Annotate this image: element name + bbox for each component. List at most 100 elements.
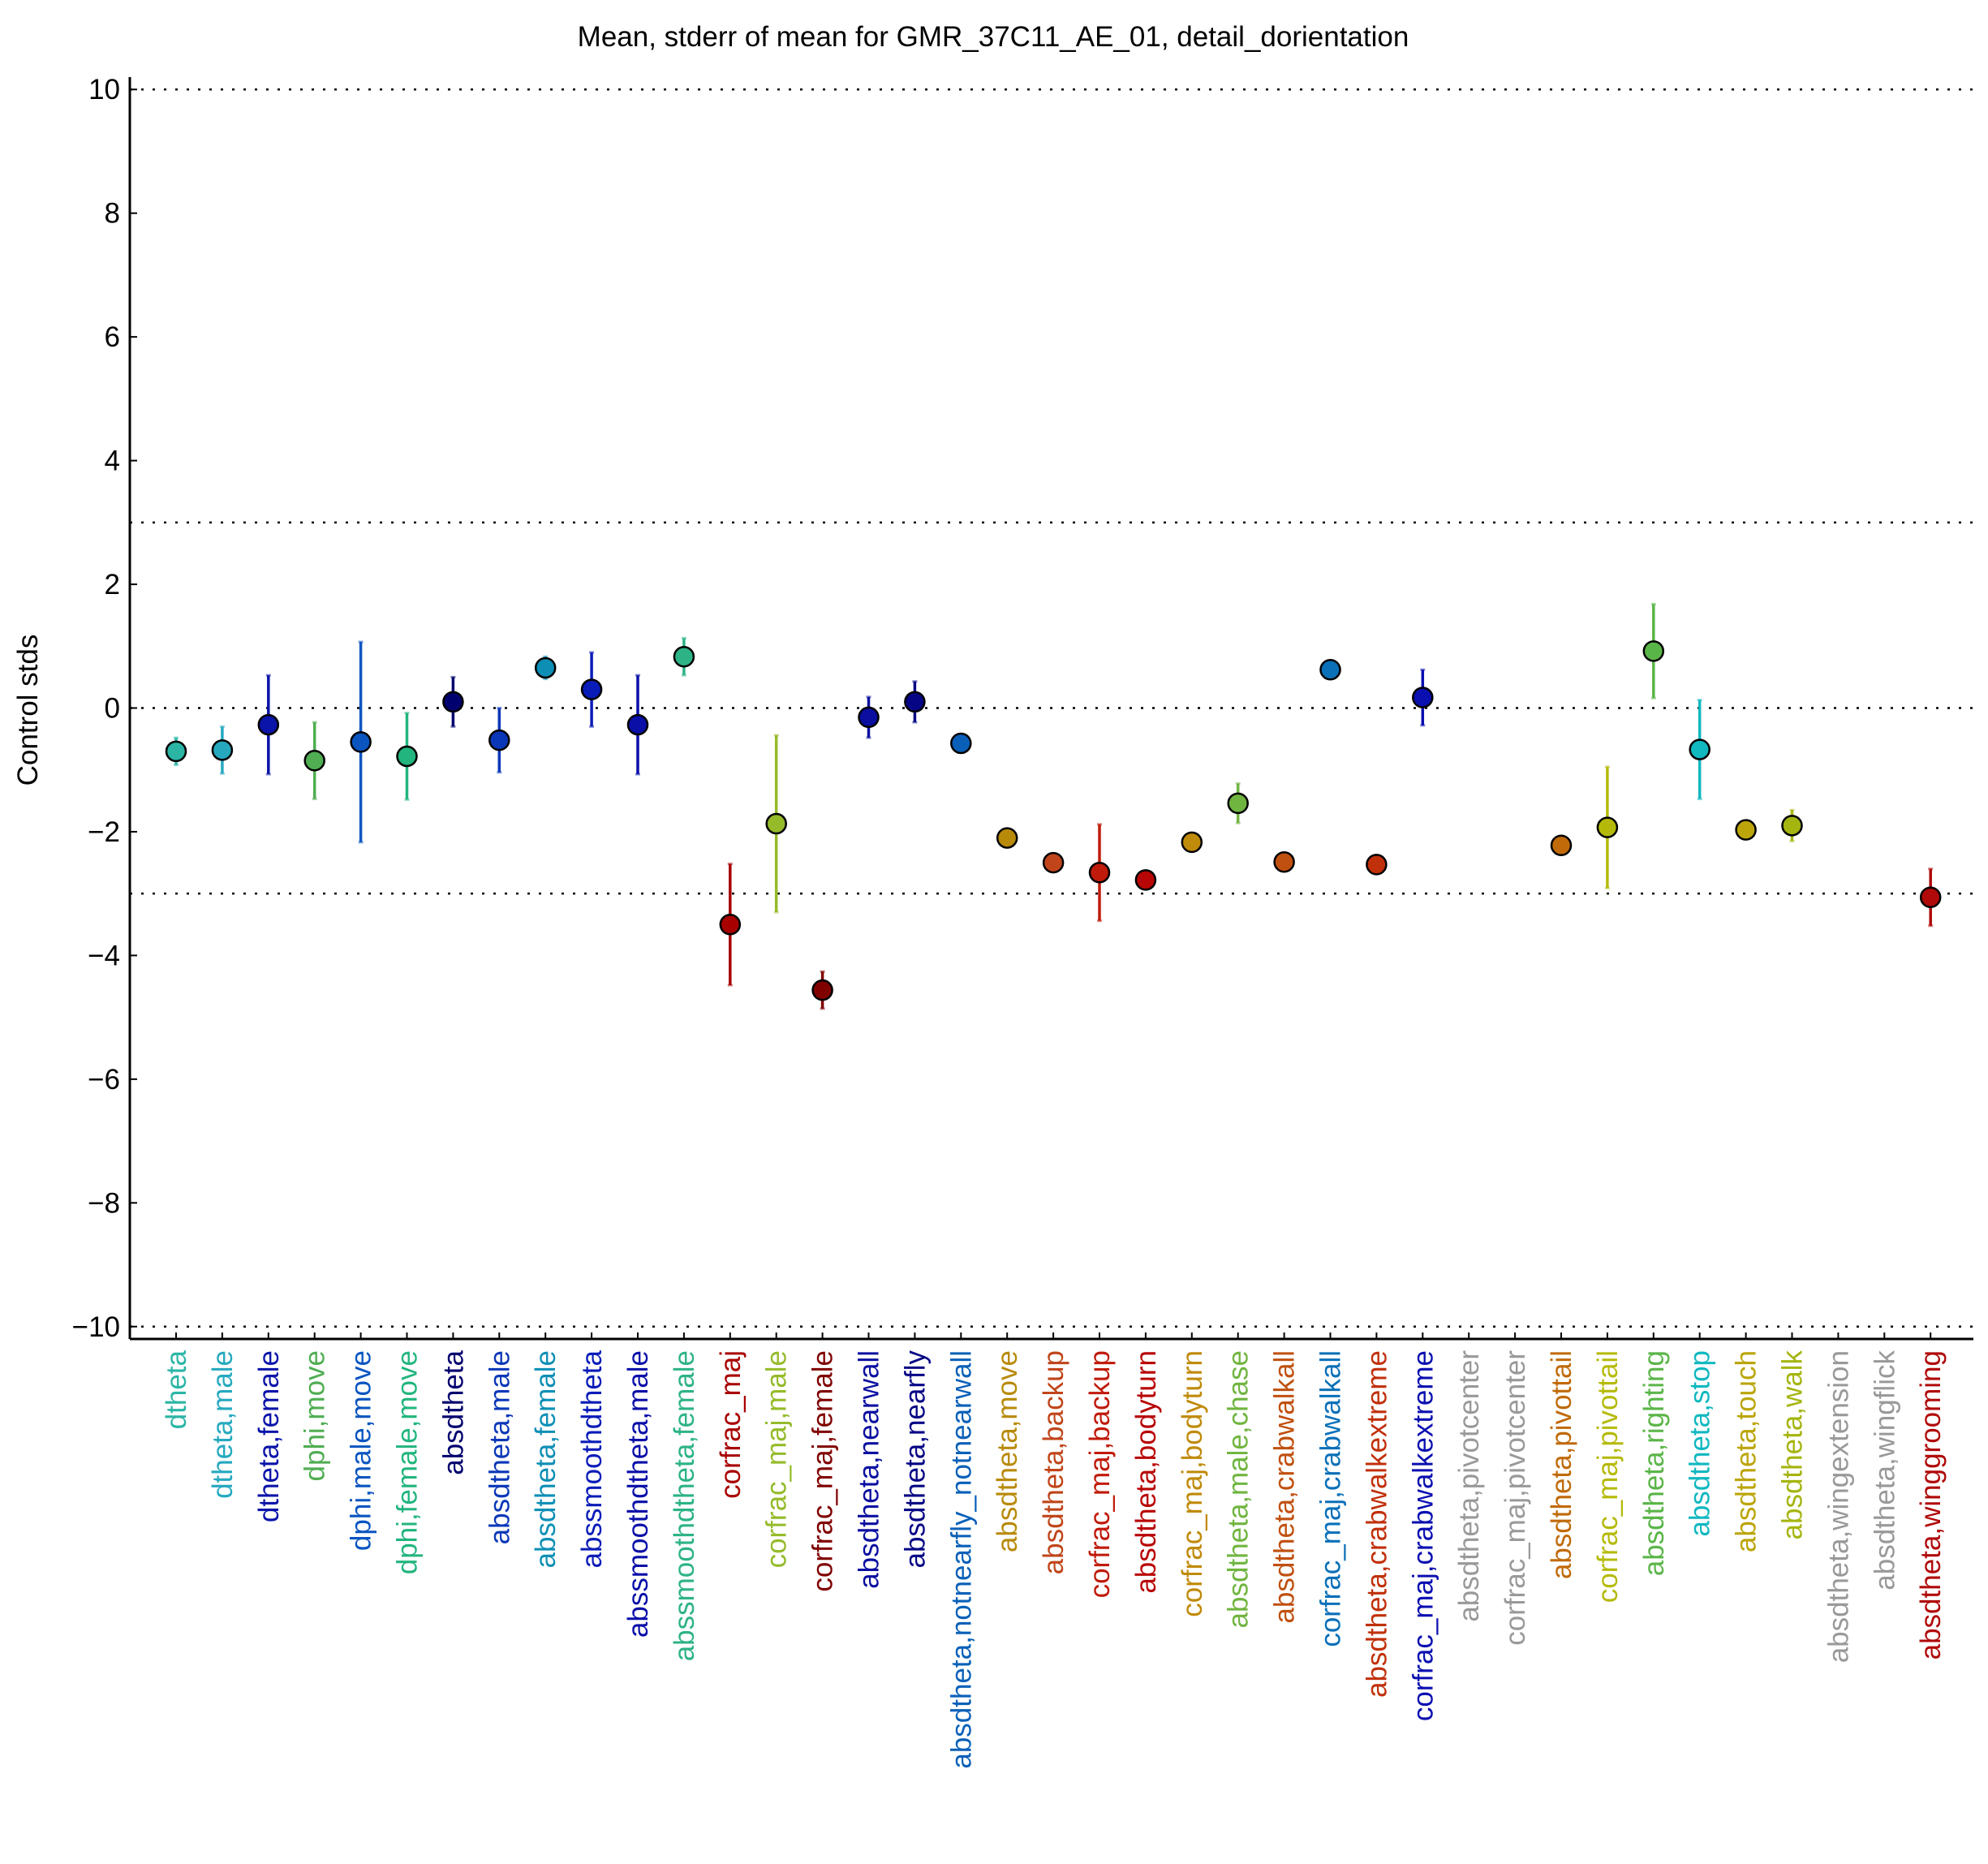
chart-title: Mean, stderr of mean for GMR_37C11_AE_01… [578, 21, 1409, 53]
mean-marker [996, 827, 1018, 849]
data-point-group [1227, 781, 1249, 824]
x-tick-label: absdtheta,backup [1038, 1350, 1069, 1574]
data-point-group [1596, 765, 1619, 889]
data-point-group [950, 732, 972, 755]
x-tick-label: corfrac_maj,crabwalkextreme [1407, 1350, 1439, 1721]
mean-marker [1642, 640, 1665, 662]
data-point-group [1088, 823, 1111, 923]
data-point-group [1412, 668, 1434, 727]
data-point-group [1134, 869, 1157, 891]
x-tick-label: absdtheta,female [530, 1350, 562, 1569]
mean-marker [580, 678, 603, 700]
data-point-group [719, 863, 742, 987]
data-point-group [1181, 831, 1203, 854]
mean-marker [1596, 816, 1619, 838]
y-tick-label: −6 [88, 1064, 120, 1096]
mean-marker [1366, 854, 1388, 876]
data-point-group [488, 707, 510, 774]
mean-marker [257, 713, 280, 736]
x-tick-label: absdtheta,winggrooming [1915, 1350, 1947, 1660]
reference-lines [130, 88, 1973, 1328]
x-tick-label: dphi,move [299, 1350, 331, 1481]
x-tick-label: absdtheta,wingflick [1869, 1350, 1900, 1591]
y-tick-label: 6 [105, 321, 120, 353]
data-point-group [1689, 699, 1710, 801]
x-tick-label: corfrac_maj,pivotcenter [1500, 1350, 1531, 1646]
data-point-group [442, 675, 464, 728]
x-tick-label: corfrac_maj,female [807, 1350, 839, 1592]
x-tick-label: absdtheta,crabwalkall [1269, 1350, 1301, 1624]
mean-marker [1227, 792, 1249, 815]
mean-marker [396, 745, 418, 768]
x-tick-label: dphi,male,move [346, 1350, 377, 1551]
mean-marker [673, 645, 695, 668]
y-tick-label: −10 [72, 1311, 120, 1343]
data-point-group [811, 970, 833, 1010]
x-tick-label: corfrac_maj,bodyturn [1177, 1350, 1208, 1617]
data-point-group [1366, 854, 1388, 876]
x-tick-label: dtheta,male [207, 1350, 239, 1499]
mean-marker [1273, 851, 1295, 873]
data-point-group [1319, 658, 1341, 681]
data-point-group [1919, 867, 1942, 928]
data-point-group [1735, 819, 1757, 841]
y-tick-label: 10 [88, 74, 120, 105]
x-tick-label: absdtheta,wingextension [1822, 1350, 1854, 1663]
data-point-group [1042, 851, 1065, 874]
mean-marker [719, 914, 742, 936]
x-tick-label: absdtheta,nearfly [899, 1350, 931, 1569]
mean-marker [950, 732, 972, 755]
x-tick-label: corfrac_maj,crabwalkall [1315, 1350, 1347, 1647]
mean-marker [858, 706, 880, 729]
mean-marker [211, 739, 234, 761]
mean-marker [1088, 862, 1111, 884]
y-tick-label: −4 [88, 940, 120, 971]
data-point-group [580, 651, 603, 728]
mean-marker [1550, 834, 1573, 856]
data-point-group [1273, 851, 1295, 873]
y-tick-label: 8 [105, 198, 120, 230]
data-point-group [534, 655, 557, 681]
data-point-group [257, 674, 280, 776]
mean-marker [534, 656, 557, 679]
data-point-group [1642, 602, 1665, 700]
mean-marker [1042, 851, 1065, 874]
x-tick-label: absdtheta,crabwalkextreme [1361, 1350, 1392, 1698]
data-point-group [165, 736, 187, 767]
data-point-group [1550, 834, 1573, 856]
x-tick-label: dtheta,female [253, 1350, 285, 1522]
x-tick-label: abssmoothdtheta,female [669, 1350, 700, 1661]
x-tick-label: absdtheta,male [484, 1350, 515, 1544]
x-tick-label: absdtheta [437, 1350, 469, 1474]
x-tick-label: dphi,female,move [392, 1350, 424, 1574]
mean-marker [350, 731, 372, 753]
x-tick-label: corfrac_maj,backup [1084, 1350, 1116, 1598]
mean-marker [1412, 687, 1434, 708]
x-axis-labels: dtheta dtheta,male dtheta,female dphi,move d… [161, 1350, 1947, 1768]
data-point-group [673, 636, 695, 677]
data-point-group [211, 725, 234, 775]
mean-marker [165, 740, 187, 763]
mean-marker [1735, 819, 1757, 841]
mean-marker [488, 729, 510, 751]
x-tick-label: corfrac_maj [715, 1350, 747, 1499]
y-axis-ticks: 10 8 6 4 2 0 −2 −4 −6 −8 −10 [72, 74, 137, 1343]
data-point-group [303, 721, 325, 801]
y-tick-label: 0 [105, 693, 120, 725]
y-tick-label: −8 [88, 1187, 120, 1219]
mean-marker [626, 713, 649, 736]
x-tick-label: absdtheta,righting [1638, 1350, 1670, 1576]
mean-marker [1919, 886, 1942, 908]
y-tick-label: 4 [105, 446, 120, 477]
mean-marker [1181, 831, 1203, 854]
x-tick-label: absdtheta,stop [1685, 1350, 1716, 1537]
x-tick-label: abssmoothdtheta,male [622, 1350, 654, 1638]
data-point-group [626, 674, 649, 776]
mean-marker [811, 979, 833, 1001]
data-point-group [396, 712, 418, 801]
x-tick-label: absdtheta,bodyturn [1130, 1350, 1162, 1594]
x-tick-label: abssmoothdtheta [576, 1350, 608, 1568]
x-tick-label: absdtheta,touch [1731, 1350, 1762, 1552]
